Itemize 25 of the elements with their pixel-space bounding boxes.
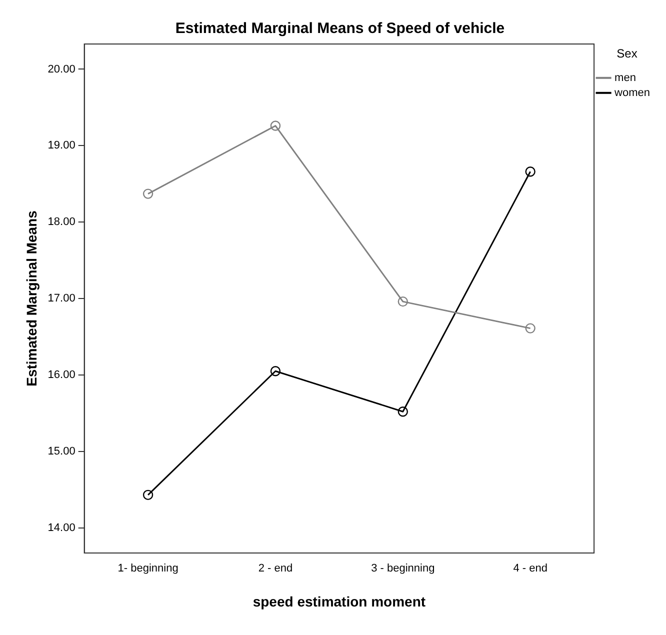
- point: [525, 323, 536, 334]
- y-tick-label: 18.00: [48, 216, 76, 228]
- x-axis-title: speed estimation moment: [252, 593, 426, 610]
- y-tick-label: 17.00: [48, 292, 76, 305]
- point: [398, 406, 408, 417]
- chart-title: Estimated Marginal Means of Speed of vehicle: [175, 20, 505, 38]
- y-tick-label: 19.00: [48, 140, 76, 152]
- x-tick-label: 4 - end: [513, 562, 548, 575]
- y-axis-title: Estimated Marginal Means: [23, 210, 40, 386]
- x-tick-label: 3 - beginning: [371, 562, 435, 575]
- point: [270, 366, 281, 376]
- y-tick-label: 14.00: [48, 522, 76, 534]
- legend-title: Sex: [616, 46, 638, 60]
- point: [525, 166, 536, 177]
- point: [142, 188, 154, 199]
- y-tick-label: 15.00: [48, 445, 76, 458]
- y-tick-label: 20.00: [48, 63, 76, 76]
- point: [270, 120, 281, 131]
- legend-label: women: [614, 86, 650, 99]
- x-tick-label: 2 - end: [258, 562, 293, 575]
- point: [142, 490, 154, 500]
- point: [398, 296, 408, 307]
- y-tick-label: 16.00: [48, 368, 76, 381]
- legend-label: men: [614, 72, 636, 84]
- x-tick-label: 1- beginning: [118, 562, 178, 575]
